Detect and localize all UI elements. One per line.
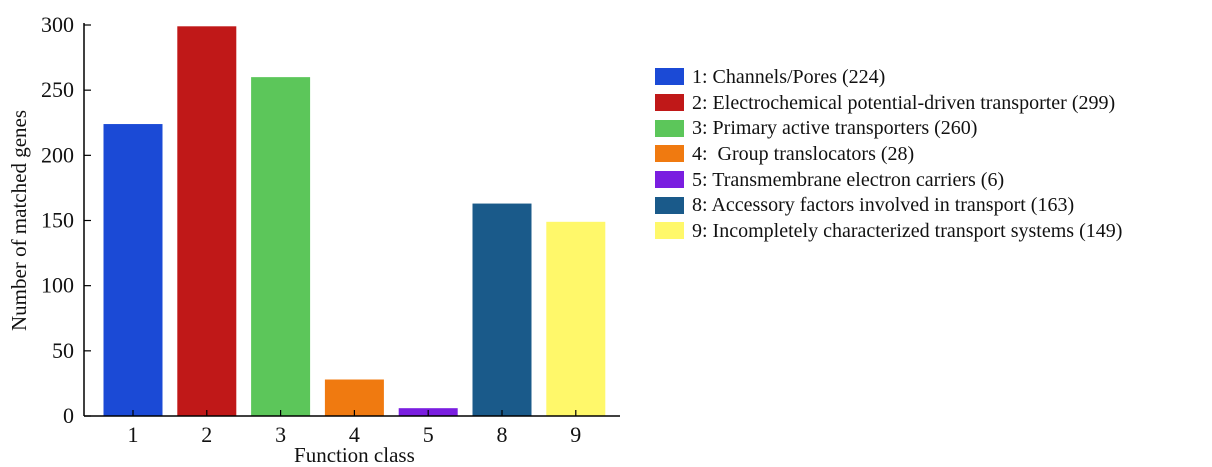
y-ticks: 0 50 100 150 200 250 300 bbox=[41, 12, 91, 428]
axes bbox=[83, 23, 620, 417]
y-axis-title: Number of matched genes bbox=[7, 110, 31, 331]
legend-item: 9: Incompletely characterized transport … bbox=[655, 218, 1122, 244]
legend-label: 3: Primary active transporters (260) bbox=[692, 117, 978, 140]
legend-item: 1: Channels/Pores (224) bbox=[655, 64, 1122, 90]
x-tick-label: 1 bbox=[128, 422, 139, 447]
legend-label: 9: Incompletely characterized transport … bbox=[692, 219, 1123, 242]
chart-plot: 0 50 100 150 200 250 300 1 2 3 4 5 8 9 Function clas… bbox=[7, 12, 620, 467]
y-tick-label: 100 bbox=[41, 273, 74, 298]
legend-label: 4: Group translocators (28) bbox=[692, 142, 915, 165]
legend-swatch bbox=[655, 145, 684, 163]
bar-class-4 bbox=[324, 379, 384, 416]
legend-item: 8: Accessory factors involved in transpo… bbox=[655, 192, 1122, 218]
bar-class-8 bbox=[472, 203, 532, 416]
y-tick-label: 250 bbox=[41, 77, 74, 102]
bar-class-1 bbox=[103, 124, 163, 416]
x-tick-label: 4 bbox=[349, 422, 360, 447]
y-tick-label: 150 bbox=[41, 208, 74, 233]
y-tick-label: 50 bbox=[52, 338, 74, 363]
legend-swatch bbox=[655, 222, 684, 240]
bar-class-3 bbox=[251, 77, 311, 416]
legend-item: 3: Primary active transporters (260) bbox=[655, 115, 1122, 141]
legend-item: 4: Group translocators (28) bbox=[655, 141, 1122, 167]
legend-swatch bbox=[655, 171, 684, 189]
x-tick-label: 5 bbox=[423, 422, 434, 447]
bar-chart: 0 50 100 150 200 250 300 1 2 3 4 5 8 9 Function clas… bbox=[7, 12, 620, 467]
x-ticks: 1 2 3 4 5 8 9 bbox=[128, 410, 581, 447]
legend-item: 2: Electrochemical potential-driven tran… bbox=[655, 90, 1122, 116]
x-tick-label: 8 bbox=[497, 422, 508, 447]
y-tick-label: 0 bbox=[63, 403, 74, 428]
bar-class-9 bbox=[546, 221, 606, 416]
legend-label: 2: Electrochemical potential-driven tran… bbox=[692, 91, 1116, 114]
legend-swatch bbox=[655, 196, 684, 214]
x-tick-label: 9 bbox=[570, 422, 581, 447]
x-tick-label: 3 bbox=[275, 422, 286, 447]
y-tick-label: 200 bbox=[41, 142, 74, 167]
legend-swatch bbox=[655, 68, 684, 86]
legend-label: 1: Channels/Pores (224) bbox=[692, 65, 886, 88]
x-tick-label: 2 bbox=[201, 422, 212, 447]
y-tick-label: 300 bbox=[41, 12, 74, 37]
legend-swatch bbox=[655, 119, 684, 137]
legend-label: 8: Accessory factors involved in transpo… bbox=[692, 194, 1075, 217]
legend-swatch bbox=[655, 94, 684, 112]
legend-label: 5: Transmembrane electron carriers (6) bbox=[692, 168, 1005, 191]
bars bbox=[103, 26, 606, 416]
bar-class-2 bbox=[177, 26, 237, 416]
legend: 1: Channels/Pores (224) 2: Electrochemica… bbox=[655, 64, 1122, 244]
x-axis-title: Function class bbox=[294, 443, 415, 467]
legend-item: 5: Transmembrane electron carriers (6) bbox=[655, 167, 1122, 193]
